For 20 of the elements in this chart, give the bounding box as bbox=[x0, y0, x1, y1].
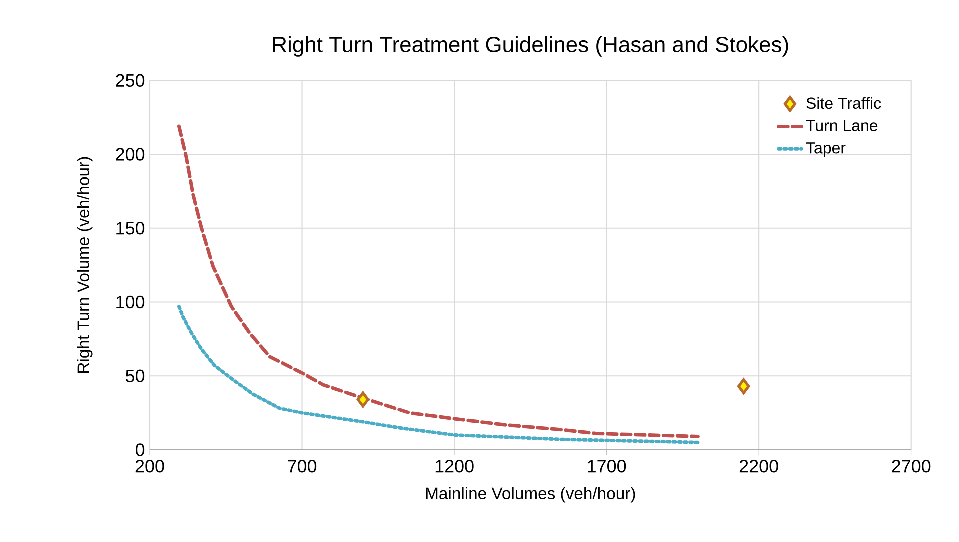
x-tick-label: 700 bbox=[288, 460, 317, 473]
x-tick-label: 200 bbox=[136, 460, 164, 473]
legend-label: Turn Lane bbox=[806, 120, 878, 132]
x-tick-label: 2200 bbox=[740, 460, 778, 473]
y-tick-label: 150 bbox=[116, 222, 145, 235]
y-axis-title: Right Turn Volume (veh/hour) bbox=[77, 157, 93, 373]
line-series bbox=[178, 124, 700, 438]
legend-label: Taper bbox=[806, 142, 846, 157]
y-tick-label: 250 bbox=[116, 74, 145, 88]
y-tick-label: 0 bbox=[136, 444, 145, 456]
chart-title: Right Turn Treatment Guidelines (Hasan and Stokes) bbox=[273, 36, 788, 57]
legend-label: Site Traffic bbox=[806, 97, 882, 110]
x-tick-label: 1700 bbox=[588, 460, 626, 473]
y-tick-label: 50 bbox=[126, 370, 145, 382]
x-axis-title: Mainline Volumes (veh/hour) bbox=[426, 487, 636, 503]
y-tick-label: 200 bbox=[116, 148, 145, 161]
x-tick-label: 1200 bbox=[436, 460, 474, 473]
line-series bbox=[178, 304, 700, 444]
x-tick-label: 2700 bbox=[892, 460, 931, 473]
y-tick-label: 100 bbox=[116, 296, 145, 309]
